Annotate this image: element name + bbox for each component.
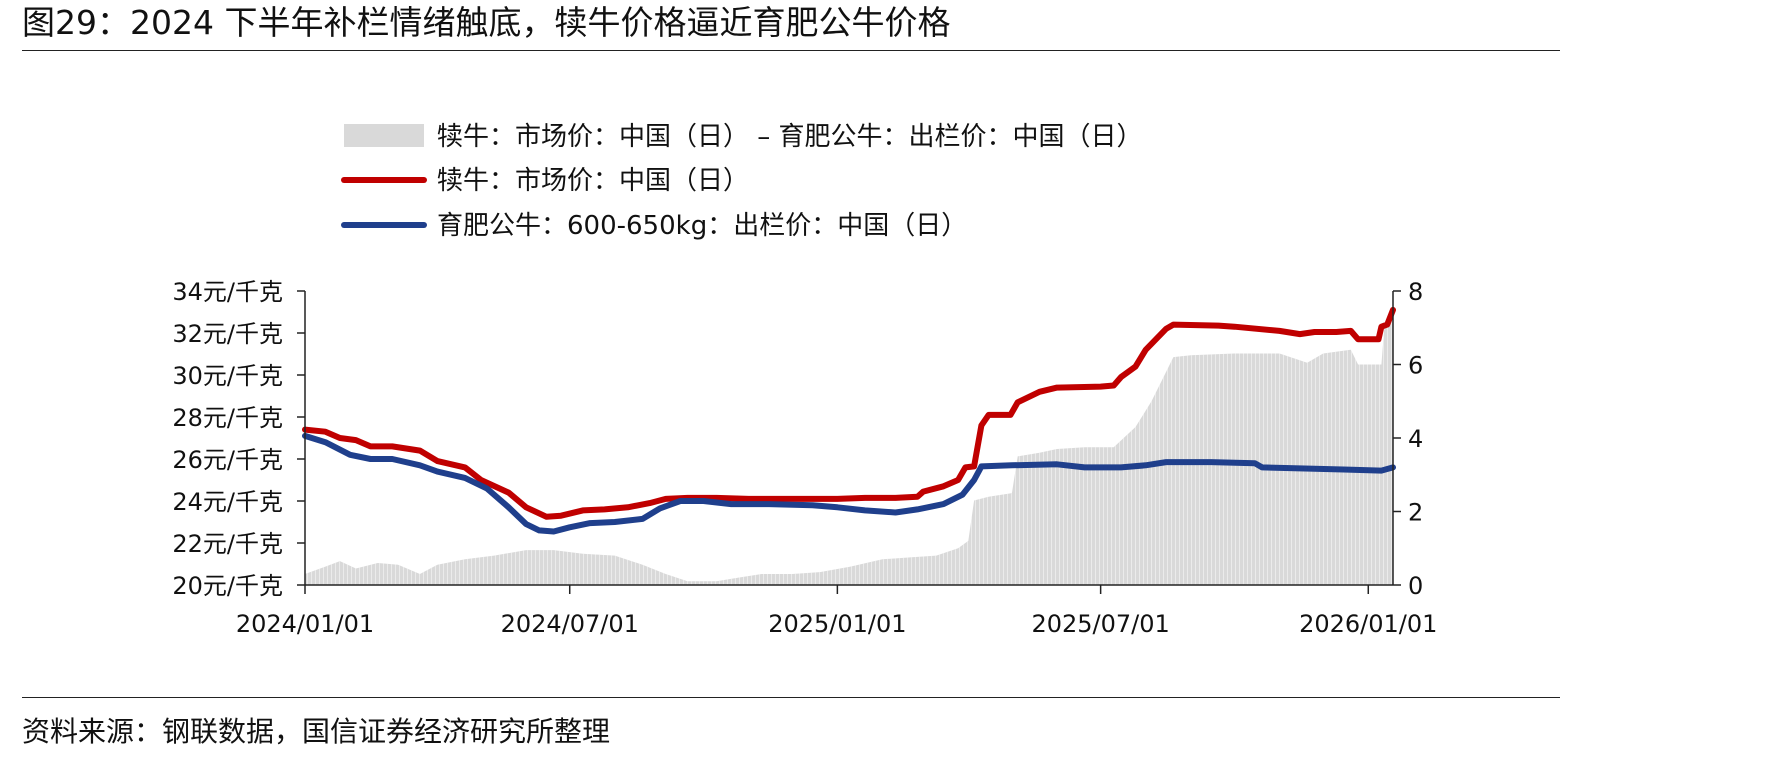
series-calf-price-line (302, 306, 1396, 520)
y-left-tick-label: 30元/千克 (172, 362, 283, 390)
y-right-tick-label: 6 (1408, 352, 1423, 380)
y-left-tick-label: 22元/千克 (172, 530, 283, 558)
legend-label: 犊牛：市场价：中国（日） – 育肥公牛：出栏价：中国（日） (437, 122, 1143, 152)
y-left-tick-label: 28元/千克 (172, 404, 283, 432)
x-tick-label: 2024/07/01 (501, 610, 639, 638)
series-spread-area-texture (305, 316, 1393, 585)
y-left-tick-label: 26元/千克 (172, 446, 283, 474)
line-series-layer (302, 306, 1396, 535)
legend: 犊牛：市场价：中国（日） – 育肥公牛：出栏价：中国（日） 犊牛：市场价：中国（日… (341, 122, 1143, 241)
y-left-tick-label: 20元/千克 (172, 572, 283, 600)
series-fattening-bull-price-line (302, 432, 1396, 535)
y-right-tick-label: 8 (1408, 278, 1423, 306)
figure-title: 图29：2024 下半年补栏情绪触底，犊牛价格逼近育肥公牛价格 (22, 3, 951, 42)
y-left-tick-label: 24元/千克 (172, 488, 283, 516)
axes-layer: 20元/千克 22元/千克 24元/千克 26元/千克 28元/千克 30元/千克 32元/… (172, 278, 1437, 638)
x-tick-label: 2025/01/01 (768, 610, 906, 638)
area-series-layer (305, 316, 1393, 585)
source-rule (22, 697, 1560, 698)
title-rule (22, 50, 1560, 51)
y-left-tick-label: 34元/千克 (172, 278, 283, 306)
legend-swatch-spread (344, 124, 424, 147)
x-tick-label: 2025/07/01 (1031, 610, 1169, 638)
legend-label: 犊牛：市场价：中国（日） (437, 166, 749, 196)
x-tick-label: 2024/01/01 (236, 610, 374, 638)
legend-label: 育肥公牛：600-650kg：出栏价：中国（日） (437, 211, 967, 241)
y-right-tick-label: 4 (1408, 425, 1423, 453)
source-note: 资料来源：钢联数据，国信证券经济研究所整理 (22, 715, 611, 748)
y-right-tick-label: 2 (1408, 499, 1423, 527)
y-right-tick-label: 0 (1408, 572, 1423, 600)
x-tick-label: 2026/01/01 (1299, 610, 1437, 638)
y-left-tick-label: 32元/千克 (172, 320, 283, 348)
